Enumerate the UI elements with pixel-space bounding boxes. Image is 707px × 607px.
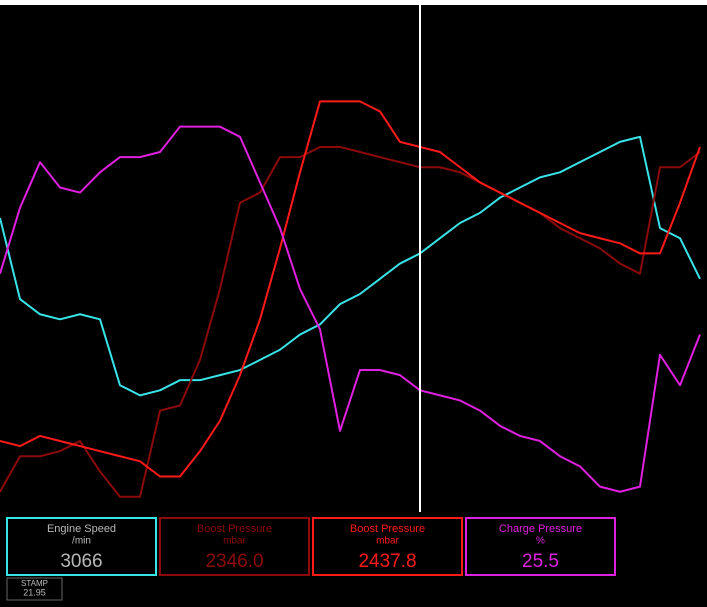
stamp-value: 21.95 xyxy=(23,587,46,597)
gauge-unit: mbar xyxy=(376,536,399,547)
gauge-label: Boost Pressure xyxy=(197,523,272,535)
trace xyxy=(0,145,701,498)
stamp-label: STAMP xyxy=(21,579,48,588)
gauge-label: Boost Pressure xyxy=(350,523,425,535)
trace xyxy=(0,125,701,493)
gauge-box xyxy=(465,517,616,576)
trace xyxy=(0,100,701,478)
trace xyxy=(0,135,701,397)
gauge-box xyxy=(312,517,463,576)
gauge-reading: 3066 xyxy=(60,551,102,572)
gauge-reading: 2346.0 xyxy=(205,551,263,572)
gauge-unit: % xyxy=(536,536,545,547)
gauge-unit: mbar xyxy=(223,536,246,547)
gauge-reading: 2437.8 xyxy=(358,551,416,572)
gauge-unit: /min xyxy=(72,536,91,547)
gauge-reading: 25.5 xyxy=(522,551,559,572)
top-strip xyxy=(0,0,707,5)
gauge-label: Engine Speed xyxy=(47,523,116,535)
stamp-box xyxy=(6,577,63,601)
gauge-label: Charge Pressure xyxy=(499,523,582,535)
gauge-box xyxy=(6,517,157,576)
gauge-box xyxy=(159,517,310,576)
